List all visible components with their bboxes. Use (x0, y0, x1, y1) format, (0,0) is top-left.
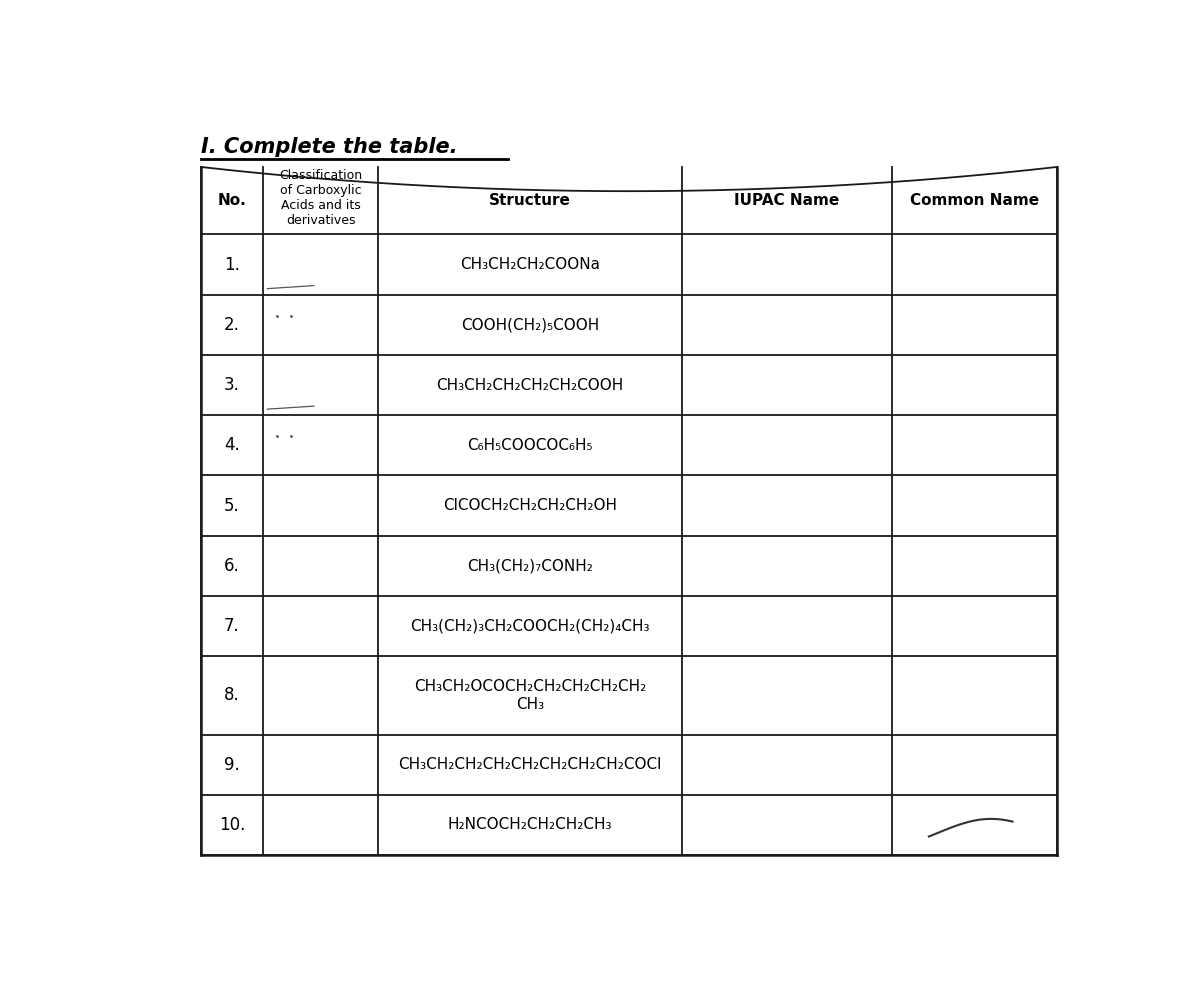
Text: Common Name: Common Name (910, 193, 1039, 208)
Text: Structure: Structure (490, 193, 571, 208)
Text: C₆H₅COOCOC₆H₅: C₆H₅COOCOC₆H₅ (467, 438, 593, 453)
Text: 2.: 2. (224, 316, 240, 334)
Text: CH₃CH₂CH₂COONa: CH₃CH₂CH₂COONa (460, 257, 600, 272)
Text: No.: No. (217, 193, 246, 208)
Text: H₂NCOCH₂CH₂CH₂CH₃: H₂NCOCH₂CH₂CH₂CH₃ (448, 817, 612, 833)
Text: COOH(CH₂)₅COOH: COOH(CH₂)₅COOH (461, 317, 599, 332)
Text: 8.: 8. (224, 686, 240, 704)
Text: 5.: 5. (224, 497, 240, 515)
Text: CH₃(CH₂)₃CH₂COOCH₂(CH₂)₄CH₃: CH₃(CH₂)₃CH₂COOCH₂(CH₂)₄CH₃ (410, 619, 650, 633)
Text: Classification
of Carboxylic
Acids and its
derivatives: Classification of Carboxylic Acids and i… (278, 169, 362, 227)
Text: ClCOCH₂CH₂CH₂CH₂OH: ClCOCH₂CH₂CH₂CH₂OH (443, 498, 617, 513)
Text: CH₃CH₂CH₂CH₂CH₂COOH: CH₃CH₂CH₂CH₂CH₂COOH (437, 377, 624, 393)
Text: 10.: 10. (218, 816, 245, 834)
Text: I. Complete the table.: I. Complete the table. (202, 137, 457, 157)
Text: CH₃(CH₂)₇CONH₂: CH₃(CH₂)₇CONH₂ (467, 559, 593, 573)
Text: IUPAC Name: IUPAC Name (734, 193, 840, 208)
Text: 9.: 9. (224, 756, 240, 774)
Text: 3.: 3. (224, 376, 240, 394)
Text: 1.: 1. (224, 255, 240, 274)
Text: 6.: 6. (224, 557, 240, 574)
Text: CH₃CH₂OCOCH₂CH₂CH₂CH₂CH₂
CH₃: CH₃CH₂OCOCH₂CH₂CH₂CH₂CH₂ CH₃ (414, 680, 647, 712)
Text: 7.: 7. (224, 617, 240, 635)
Text: CH₃CH₂CH₂CH₂CH₂CH₂CH₂CH₂COCl: CH₃CH₂CH₂CH₂CH₂CH₂CH₂CH₂COCl (398, 757, 662, 772)
Text: 4.: 4. (224, 436, 240, 455)
